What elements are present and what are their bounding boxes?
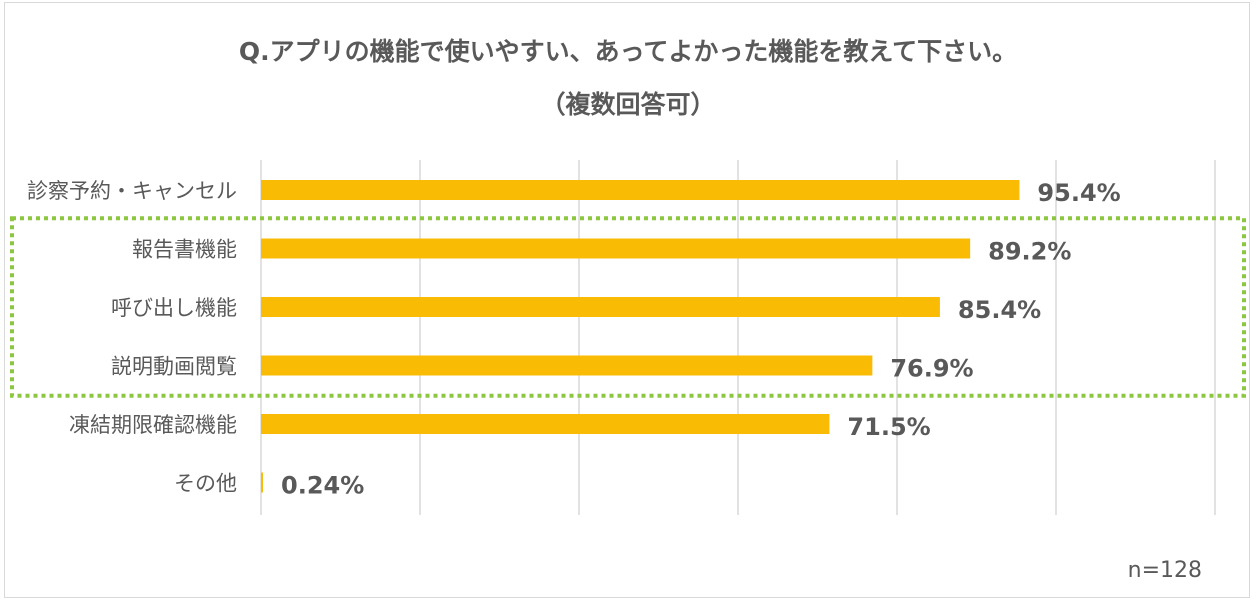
value-label: 95.4% (1037, 179, 1120, 207)
category-label: 呼び出し機能 (111, 296, 237, 320)
chart-subtitle: （複数回答可） (540, 90, 716, 119)
bar (261, 472, 263, 493)
value-label: 85.4% (958, 296, 1041, 324)
bar (261, 180, 1020, 200)
category-label: 説明動画閲覧 (111, 355, 237, 379)
bar (261, 238, 971, 259)
value-labels: 95.4% 89.2% 85.4% 76.9% 71.5% 0.24% (281, 179, 1121, 500)
grid-lines (260, 160, 1216, 515)
chart-title: Q.アプリの機能で使いやすい、あってよかった機能を教えて下さい。 (238, 37, 1018, 66)
category-label: その他 (174, 472, 237, 496)
value-label: 0.24% (281, 472, 364, 500)
bar (261, 414, 830, 434)
bar (261, 355, 873, 376)
value-label: 76.9% (890, 355, 973, 383)
sample-size-note: n=128 (1127, 558, 1202, 583)
category-label: 報告書機能 (132, 238, 237, 262)
bars (261, 180, 1020, 493)
value-label: 71.5% (847, 413, 930, 441)
category-label: 凍結期限確認機能 (69, 413, 237, 437)
highlight-box (10, 216, 1246, 398)
value-label: 89.2% (988, 238, 1071, 266)
bar (261, 297, 940, 317)
category-label: 診察予約・キャンセル (27, 179, 237, 203)
